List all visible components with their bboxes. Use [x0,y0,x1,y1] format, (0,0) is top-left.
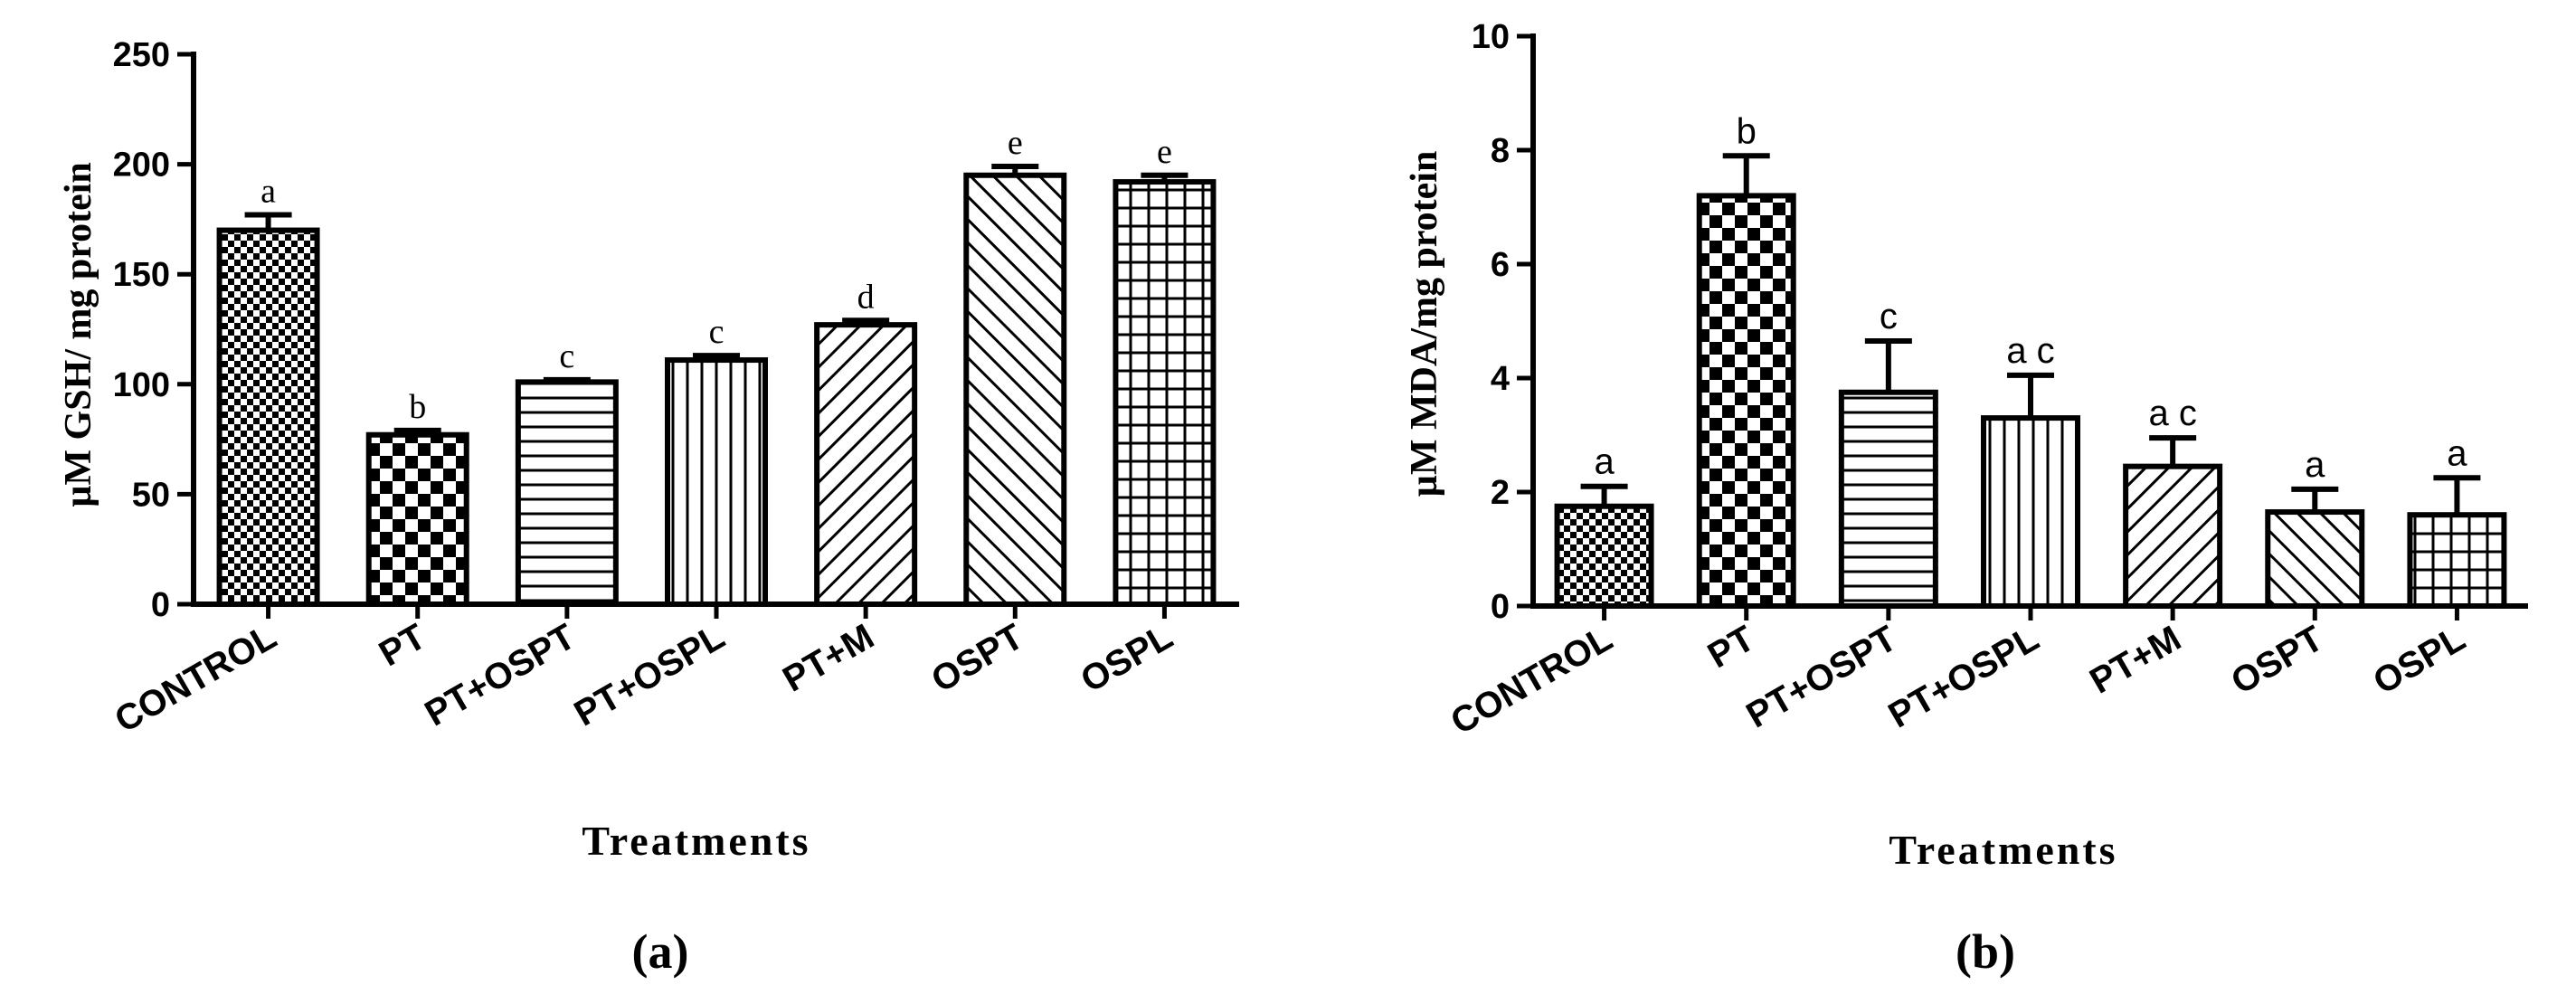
bar-pt-plus-ospt [1838,389,1938,609]
x-tick-label: PT+OSPT [1740,619,1904,736]
y-axis-label: µM MDA/mg protein [1404,151,1445,497]
bar-pt-plus-ospt [515,379,619,608]
x-tick-label: OSPL [2367,619,2472,703]
x-tick-label: CONTROL [1444,619,1619,743]
y-tick-label: 150 [113,256,170,294]
significance-label: a [2305,445,2325,485]
bar-ospl [1113,179,1217,607]
significance-label: a [260,173,276,211]
significance-label: a c [2148,393,2196,433]
significance-label: c [559,337,574,375]
y-tick-label: 2 [1491,474,1510,512]
bar-ospt [2265,509,2365,609]
significance-label: e [1157,133,1172,171]
y-tick-label: 100 [113,366,170,404]
x-axis-label: Treatments [1889,827,2117,873]
bar-pt-plus-ospl [1981,415,2080,609]
bar-ospl [2407,512,2507,610]
x-tick-label: PT [1701,619,1761,677]
x-tick-label: OSPL [1075,617,1179,701]
y-tick-label: 10 [1472,18,1510,56]
bar-pt [365,431,469,607]
x-axis-label: Treatments [582,818,810,864]
y-tick-label: 50 [132,476,170,514]
x-tick-label: OSPT [924,617,1029,701]
x-tick-label: PT+OSPT [419,617,582,734]
x-tick-label: PT [373,617,432,675]
panel-label: (a) [632,924,689,979]
bar-pt-plus-ospl [665,357,768,607]
bar-pt [1696,193,1796,609]
y-tick-label: 8 [1491,132,1510,170]
y-tick-label: 4 [1491,360,1510,398]
significance-label: a c [2006,331,2054,371]
x-tick-label: CONTROL [109,617,283,741]
bar-control [216,227,320,607]
significance-label: b [409,388,426,426]
significance-label: c [1880,297,1898,336]
y-tick-label: 200 [113,147,170,185]
significance-label: a [1594,442,1615,482]
y-tick-label: 0 [1491,588,1510,626]
x-tick-label: PT+M [2083,619,2187,702]
y-tick-label: 6 [1491,246,1510,284]
significance-label: b [1737,111,1757,151]
x-tick-label: PT+OSPL [1882,619,2046,736]
significance-label: c [709,313,724,351]
bar-pt-plus-m [814,322,918,607]
significance-label: e [1008,124,1023,162]
panel-label: (b) [1956,924,2015,979]
bar-control [1554,503,1654,609]
bar-ospt [963,172,1067,607]
chart-panel-b: 0 2 4 6 8 10 a CONTROL b PT c PT+OSPT a c PT+OSPL a c P… [1404,18,2528,979]
y-axis-label: µM GSH/ mg protein [58,162,99,507]
x-tick-label: OSPT [2224,619,2329,703]
x-tick-label: PT+M [776,617,880,700]
significance-label: a [2447,433,2467,473]
significance-label: d [857,278,875,316]
y-tick-label: 250 [113,36,170,74]
y-tick-label: 0 [151,586,170,624]
bar-pt-plus-m [2123,463,2223,610]
chart-panel-a: 0 50 100 150 200 250 a CONTROL b PT c PT+OSPT c PT+OS… [58,36,1239,979]
x-tick-label: PT+OSPL [568,617,732,734]
